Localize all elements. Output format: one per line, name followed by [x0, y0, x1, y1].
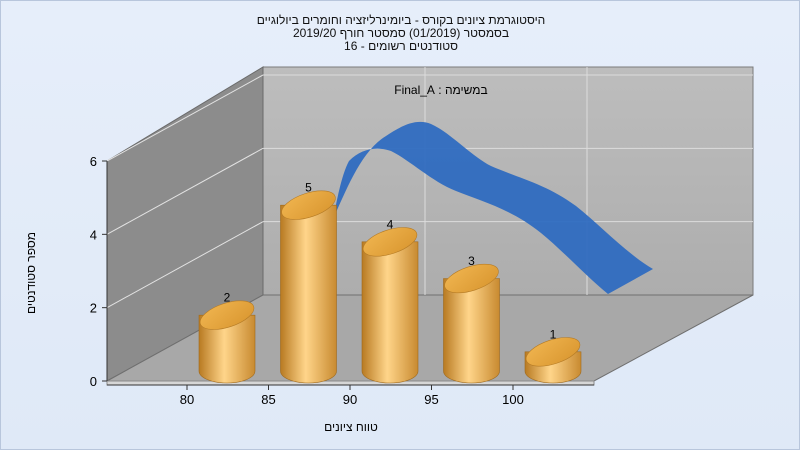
chart-title-line-3: סטודנטים רשומים - 16	[344, 39, 458, 53]
chart-floor-edge	[106, 380, 595, 386]
bar-body	[443, 278, 500, 384]
bar-body	[361, 241, 419, 384]
bar-value-label: 5	[305, 181, 312, 195]
bar-top	[362, 227, 418, 257]
bar-body	[280, 204, 337, 384]
bar-top	[281, 190, 336, 220]
x-tick-label: 85	[261, 392, 275, 407]
chart-title-line-2: בסמסטר (01/2019) סמסטר חורף 2019/20	[292, 26, 510, 40]
side-gridline	[106, 147, 264, 235]
y-tick-label: 6	[90, 154, 97, 169]
y-axis-title: מספר סטודנטים	[24, 231, 38, 315]
x-tick-label: 100	[502, 392, 524, 407]
bar-value-label: 1	[550, 327, 557, 341]
distribution-curve	[333, 121, 653, 294]
side-gridline	[106, 74, 264, 162]
bar-body	[198, 314, 256, 384]
x-tick-label: 80	[180, 392, 194, 407]
chart-subtitle: במשימה : Final_A	[394, 83, 488, 97]
y-tick-label: 2	[90, 301, 97, 316]
x-axis-title: טווח ציונים	[324, 420, 378, 434]
bar-value-label: 3	[468, 254, 475, 268]
bar-top	[525, 337, 581, 367]
bar-top	[444, 263, 499, 294]
y-tick-label: 0	[90, 374, 97, 389]
bar-value-label: 2	[224, 291, 231, 305]
bar-top	[199, 300, 255, 330]
x-tick-label: 90	[343, 392, 357, 407]
y-tick-label: 4	[90, 227, 97, 242]
chart-title-line-1: היסטוגרמת ציונים בקורס - ביומינרליזציה ו…	[256, 13, 546, 27]
x-tick-label: 95	[424, 392, 438, 407]
bar-value-label: 4	[387, 217, 394, 231]
side-gridline	[106, 221, 264, 309]
